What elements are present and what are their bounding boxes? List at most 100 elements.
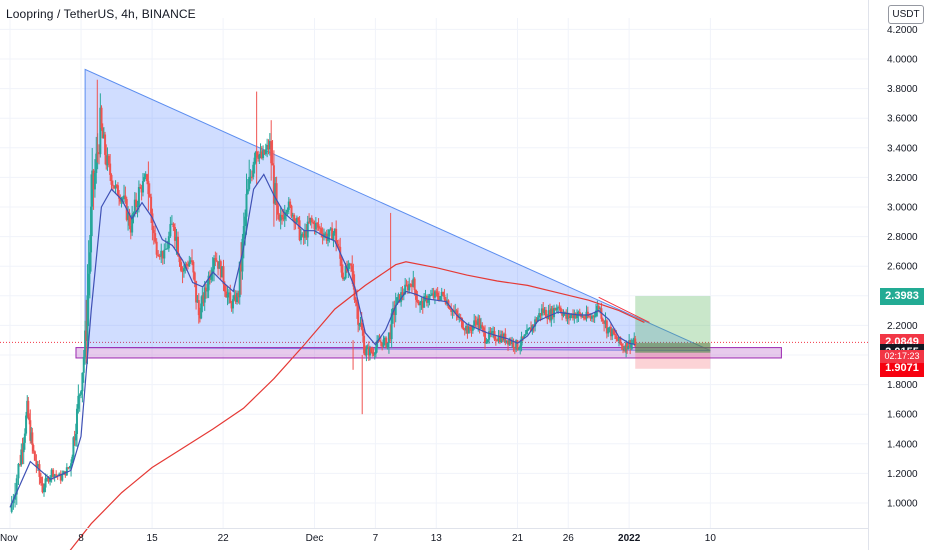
candle-body xyxy=(231,299,234,309)
candle-body xyxy=(74,433,77,441)
candle-body xyxy=(475,321,478,325)
candle-body xyxy=(573,313,576,319)
candle-body xyxy=(443,294,446,300)
candle-body xyxy=(616,339,619,342)
candle-body xyxy=(596,305,599,311)
candle-body xyxy=(599,308,602,310)
time-tick-label: Dec xyxy=(306,533,324,544)
candle-body xyxy=(363,335,366,354)
candle-body xyxy=(436,292,439,298)
candle-body xyxy=(567,313,570,319)
candle-body xyxy=(198,315,201,319)
candle-body xyxy=(385,337,388,348)
candle-body xyxy=(90,206,93,253)
drawing-layer[interactable] xyxy=(75,68,782,369)
candle-body xyxy=(43,487,46,493)
candle-body xyxy=(332,233,335,240)
candle-body xyxy=(214,258,217,261)
candle-body xyxy=(419,303,422,306)
candle-body xyxy=(551,308,554,318)
candle-body xyxy=(584,318,587,320)
candle-body xyxy=(440,292,443,297)
candle-body xyxy=(124,195,127,200)
price-tick-label: 3.4000 xyxy=(887,143,918,154)
candle-body xyxy=(396,297,399,305)
candle-body xyxy=(166,248,169,250)
candle-body xyxy=(100,107,103,128)
candle-body xyxy=(230,303,233,309)
price-tick-label: 3.8000 xyxy=(887,84,918,95)
currency-label[interactable]: USDT xyxy=(888,5,924,24)
candle-body xyxy=(378,340,381,342)
candle-body xyxy=(12,499,15,504)
candle-body xyxy=(75,408,78,434)
support-zone[interactable] xyxy=(75,347,782,359)
candle-body xyxy=(341,272,344,279)
candle-body xyxy=(608,326,611,328)
candle-body xyxy=(467,326,470,334)
candle-body xyxy=(394,304,397,316)
price-axis[interactable]: 1.00001.20001.40001.60001.80002.00002.20… xyxy=(868,0,919,550)
resistance-line[interactable] xyxy=(598,296,650,323)
candle-body xyxy=(234,294,237,302)
candle-body xyxy=(630,343,633,348)
candle-body xyxy=(451,310,454,312)
candle-body xyxy=(67,467,70,469)
candle-body xyxy=(553,308,556,318)
candle-body xyxy=(160,250,163,257)
candle-body xyxy=(387,332,390,344)
candle-body xyxy=(314,223,317,230)
candle-body xyxy=(28,417,31,421)
candle-body xyxy=(202,295,205,303)
candle-body xyxy=(173,227,176,241)
candle-body xyxy=(301,233,304,236)
candle-body xyxy=(609,326,612,337)
candle-body xyxy=(406,285,409,291)
candle-body xyxy=(276,205,279,215)
price-tick-label: 4.2000 xyxy=(887,25,918,36)
candle-body xyxy=(620,343,623,346)
candle-body xyxy=(86,295,89,341)
price-tick-label: 2.2000 xyxy=(887,321,918,332)
candle-body xyxy=(25,415,28,434)
candle-body xyxy=(401,292,404,296)
candle-body xyxy=(155,241,158,255)
candle-body xyxy=(527,329,530,331)
descending-triangle[interactable] xyxy=(84,68,711,352)
candle-body xyxy=(382,339,385,347)
candle-body xyxy=(374,347,377,354)
candle-body xyxy=(524,334,527,336)
candle-body xyxy=(366,347,369,349)
candle-body xyxy=(627,346,630,350)
candle-body xyxy=(473,320,476,326)
candle-body xyxy=(30,432,33,441)
candle-body xyxy=(208,275,211,280)
candle-body xyxy=(400,292,403,302)
candle-body xyxy=(222,266,225,285)
candle-body xyxy=(289,201,292,206)
position-profit-zone[interactable] xyxy=(635,296,711,343)
candle-body xyxy=(435,291,438,293)
time-tick-label: 10 xyxy=(705,533,717,544)
candle-body xyxy=(409,283,412,285)
candle-body xyxy=(618,337,620,342)
candle-body xyxy=(131,214,134,233)
candle-body xyxy=(226,294,229,298)
candle-body xyxy=(119,198,122,202)
candle-body xyxy=(167,236,170,249)
candle-body xyxy=(52,469,55,477)
candle-body xyxy=(114,185,117,189)
candle-body xyxy=(201,295,204,304)
candle-body xyxy=(81,372,84,392)
candle-body xyxy=(347,263,350,271)
candle-body xyxy=(312,221,315,223)
candle-body xyxy=(516,340,519,350)
candle-body xyxy=(559,307,562,313)
candle-body xyxy=(46,477,49,479)
time-axis[interactable]: Nov 8 15 22 Dec 7 13 21 26 2022 10 xyxy=(0,528,868,545)
candle-body xyxy=(502,333,505,341)
candle-body xyxy=(619,337,622,344)
candle-body xyxy=(348,263,351,265)
candle-body xyxy=(275,183,278,206)
